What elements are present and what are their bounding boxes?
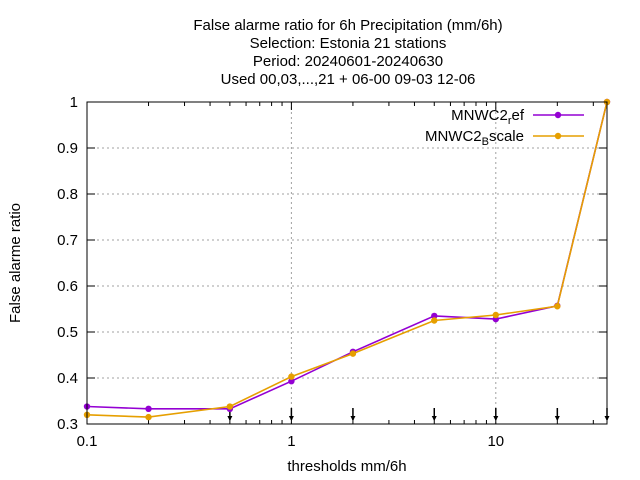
y-tick-label: 0.7 [57, 232, 78, 249]
x-tick-label: 10 [487, 433, 504, 450]
x-axis-label: thresholds mm/6h [287, 458, 406, 475]
series-layer [83, 98, 611, 421]
threshold-marker [288, 408, 294, 421]
y-axis-label: False alarme ratio [7, 203, 24, 323]
data-point [554, 303, 561, 310]
y-tick-label: 0.6 [57, 278, 78, 295]
axis-ticks: 0.3 0.4 0.5 0.6 0.7 0.8 0.9 1 0.1 1 10 [57, 94, 607, 450]
data-point [226, 403, 234, 410]
data-point [145, 413, 152, 421]
chart-title: False alarme ratio for 6h Precipitation … [193, 17, 502, 88]
y-tick-label: 0.3 [57, 416, 78, 433]
legend-item: MNWC2ref [451, 107, 584, 127]
title-line-2: Selection: Estonia 21 stations [250, 35, 447, 52]
plot-frame [86, 101, 608, 425]
series-2 [83, 98, 611, 421]
data-point [288, 373, 295, 380]
data-point [492, 311, 499, 319]
x-tick-label: 0.1 [77, 433, 98, 450]
title-line-1: False alarme ratio for 6h Precipitation … [193, 17, 502, 34]
y-tick-label: 0.8 [57, 186, 78, 203]
legend-item: MNWC2Bscale [425, 128, 584, 148]
series-line [86, 101, 608, 418]
data-point [349, 350, 357, 357]
legend-label: MNWC2ref [451, 107, 525, 127]
threshold-markers [227, 408, 610, 421]
data-point [145, 405, 152, 413]
legend-swatch-point [554, 132, 562, 140]
legend-swatch-point [554, 111, 562, 119]
data-point [288, 378, 295, 385]
y-tick-label: 1 [70, 94, 78, 111]
data-point [431, 312, 438, 320]
grid [87, 102, 607, 424]
data-point [431, 317, 438, 324]
threshold-marker [554, 408, 560, 421]
y-tick-label: 0.9 [57, 140, 78, 157]
title-line-4: Used 00,03,...,21 + 06-00 09-03 12-06 [221, 71, 476, 88]
y-tick-label: 0.5 [57, 324, 78, 341]
series-1 [83, 98, 611, 413]
legend-label: MNWC2Bscale [425, 128, 524, 148]
title-line-3: Period: 20240601-20240630 [253, 53, 443, 70]
y-tick-label: 0.4 [57, 370, 78, 387]
threshold-marker [493, 408, 499, 421]
x-tick-label: 1 [287, 433, 295, 450]
threshold-marker [431, 408, 437, 421]
threshold-marker [350, 408, 356, 421]
